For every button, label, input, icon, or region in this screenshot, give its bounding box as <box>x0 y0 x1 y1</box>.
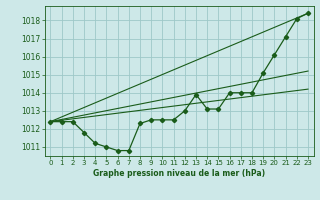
X-axis label: Graphe pression niveau de la mer (hPa): Graphe pression niveau de la mer (hPa) <box>93 169 265 178</box>
